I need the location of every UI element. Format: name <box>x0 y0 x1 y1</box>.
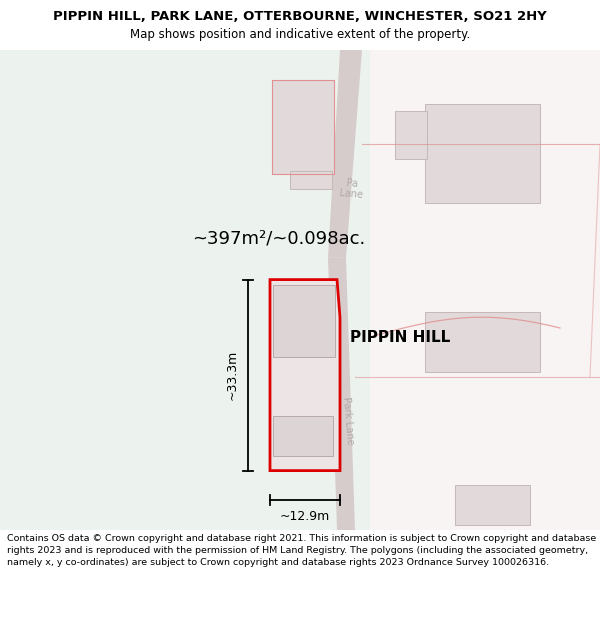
Bar <box>0 50 370 530</box>
Polygon shape <box>328 258 355 530</box>
Bar <box>455 486 530 525</box>
Text: Map shows position and indicative extent of the property.: Map shows position and indicative extent… <box>130 28 470 41</box>
Text: ~12.9m: ~12.9m <box>280 510 330 523</box>
Polygon shape <box>273 416 333 456</box>
Text: Contains OS data © Crown copyright and database right 2021. This information is : Contains OS data © Crown copyright and d… <box>7 534 596 567</box>
Text: Park Lane: Park Lane <box>341 397 355 446</box>
Bar <box>272 80 334 174</box>
Bar <box>290 171 332 189</box>
Polygon shape <box>328 50 362 258</box>
Bar <box>370 50 600 530</box>
Text: ~397m²/~0.098ac.: ~397m²/~0.098ac. <box>192 229 365 247</box>
Polygon shape <box>273 284 335 357</box>
Bar <box>395 111 427 159</box>
Polygon shape <box>270 279 340 471</box>
Bar <box>272 80 334 174</box>
Bar <box>425 104 540 203</box>
Text: ~33.3m: ~33.3m <box>226 350 239 400</box>
Bar <box>425 312 540 372</box>
Text: Pa
Lane: Pa Lane <box>339 177 365 200</box>
Text: PIPPIN HILL, PARK LANE, OTTERBOURNE, WINCHESTER, SO21 2HY: PIPPIN HILL, PARK LANE, OTTERBOURNE, WIN… <box>53 10 547 23</box>
Text: PIPPIN HILL: PIPPIN HILL <box>350 329 450 344</box>
